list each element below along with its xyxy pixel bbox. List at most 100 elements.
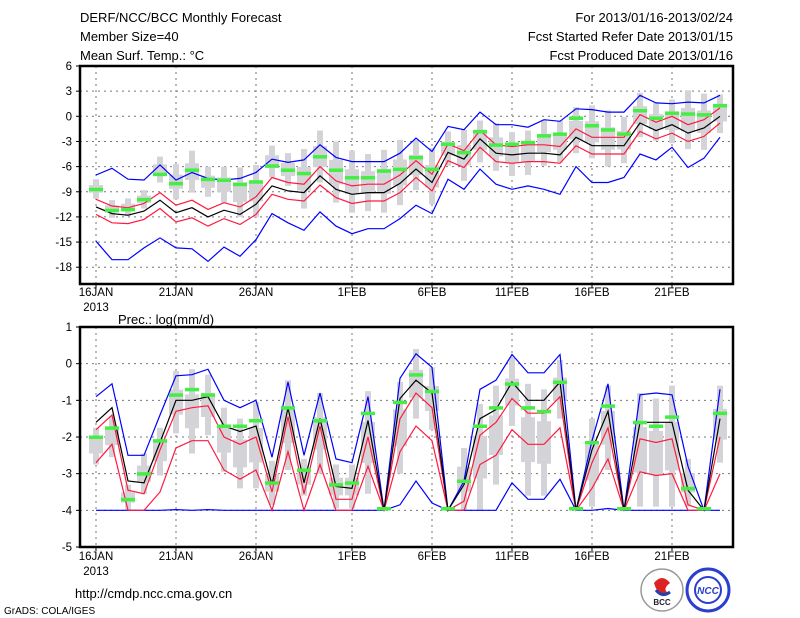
x-tick-label: 1FEB — [338, 551, 367, 563]
ncc-logo: NCC — [685, 567, 731, 613]
observed-marker — [521, 140, 535, 145]
y-tick-label: 0 — [66, 359, 72, 371]
y-tick-label: -2 — [62, 432, 72, 444]
observed-marker — [457, 150, 471, 155]
ensemble-box — [505, 145, 519, 163]
x-tick-label: 11FEB — [495, 551, 530, 563]
observed-marker — [665, 415, 679, 419]
observed-marker — [553, 132, 567, 136]
observed-marker — [169, 393, 183, 397]
observed-marker — [713, 103, 727, 108]
observed-marker — [489, 143, 503, 147]
observed-marker — [121, 497, 135, 502]
x-tick-label: 21JAN — [159, 287, 194, 299]
ensemble-box — [153, 442, 167, 462]
observed-marker — [697, 113, 711, 117]
observed-marker — [521, 406, 535, 410]
ensemble-box — [233, 182, 247, 203]
observed-marker — [297, 468, 311, 472]
observed-marker — [553, 380, 567, 384]
x-tick-label: 11FEB — [495, 287, 530, 299]
ensemble-box — [521, 417, 535, 463]
plot-frame — [78, 64, 735, 286]
ensemble-box — [89, 438, 103, 454]
observed-marker — [233, 182, 247, 187]
ensemble-box — [537, 421, 551, 464]
precip-title: Prec.: log(mm/d) — [118, 312, 214, 327]
observed-marker — [137, 197, 151, 202]
observed-marker — [473, 424, 487, 428]
ensemble-box — [409, 154, 423, 175]
observed-marker — [393, 167, 407, 172]
observed-marker — [361, 411, 375, 416]
series-line-min — [95, 136, 721, 263]
precipitation-panel: 1 0 -1 -2 -3 -4 -5 16JAN 2013 21JAN 26JAN 1FEB 6FEB 1… — [62, 322, 735, 578]
series-line-upper — [95, 392, 721, 512]
produced-date: Fcst Produced Date 2013/01/16 — [549, 48, 733, 63]
x-tick-label: 6FEB — [418, 287, 447, 299]
series-line-upper — [95, 107, 721, 211]
observed-marker — [409, 373, 423, 377]
observed-marker — [425, 389, 439, 394]
y-tick-label: 0 — [66, 111, 72, 123]
ensemble-box — [185, 394, 199, 429]
y-tick-label: -5 — [62, 542, 72, 554]
y-tick-label: 1 — [66, 322, 72, 334]
observed-marker — [137, 472, 151, 476]
x-tick-year-label: 2013 — [83, 302, 109, 314]
x-tick-label: 16FEB — [574, 551, 609, 563]
observed-marker — [537, 409, 551, 414]
observed-marker — [217, 178, 231, 183]
x-tick-label: 1FEB — [338, 287, 367, 299]
x-tick-label: 26JAN — [239, 287, 274, 299]
y-tick-label: 6 — [66, 61, 72, 73]
observed-marker — [537, 134, 551, 138]
y-tick-label: -12 — [55, 212, 72, 224]
grads-credit: GrADS: COLA/IGES — [4, 606, 95, 617]
observed-marker — [585, 124, 599, 128]
observed-marker — [249, 419, 263, 423]
observed-marker — [201, 393, 215, 397]
observed-marker — [681, 486, 695, 491]
forecast-period: For 2013/01/16-2013/02/24 — [575, 10, 733, 25]
source-url[interactable]: http://cmdp.ncc.cma.gov.cn — [75, 586, 232, 601]
x-tick-label: 6FEB — [418, 551, 447, 563]
x-tick-label: 21FEB — [654, 287, 689, 299]
observed-marker — [457, 479, 471, 483]
ensemble-box — [377, 168, 391, 194]
y-tick-label: -6 — [62, 162, 72, 174]
ensemble-box — [409, 369, 423, 398]
observed-marker — [393, 400, 407, 405]
observed-marker — [633, 108, 647, 113]
variable-label: Mean Surf. Temp.: °C — [80, 48, 204, 63]
ensemble-box — [201, 175, 215, 188]
refer-date: Fcst Started Refer Date 2013/01/15 — [528, 29, 733, 44]
observed-marker — [233, 424, 247, 428]
observed-marker — [121, 207, 135, 212]
ncc-logo-text: NCC — [697, 586, 719, 597]
observed-marker — [617, 132, 631, 136]
x-tick-label: 16JAN — [79, 551, 114, 563]
ensemble-box — [473, 133, 487, 150]
series-line-mean — [95, 115, 721, 218]
y-tick-label: -18 — [55, 262, 72, 274]
ensemble-box — [249, 180, 263, 202]
observed-marker — [409, 155, 423, 160]
observed-marker — [105, 426, 119, 430]
bcc-logo-text: BCC — [653, 598, 671, 607]
observed-marker — [441, 507, 455, 511]
observed-marker — [649, 424, 663, 428]
ensemble-box — [457, 145, 471, 166]
observed-marker — [633, 420, 647, 425]
ensemble-box — [361, 171, 375, 194]
y-tick-label: -1 — [62, 395, 72, 407]
observed-marker — [153, 439, 167, 443]
observed-marker — [345, 481, 359, 485]
observed-marker — [265, 481, 279, 485]
observed-marker — [105, 208, 119, 213]
ensemble-box — [649, 430, 663, 475]
observed-marker — [281, 168, 295, 172]
x-tick-label: 16FEB — [574, 287, 609, 299]
ensemble-box — [153, 164, 167, 175]
x-tick-label: 21JAN — [159, 551, 194, 563]
